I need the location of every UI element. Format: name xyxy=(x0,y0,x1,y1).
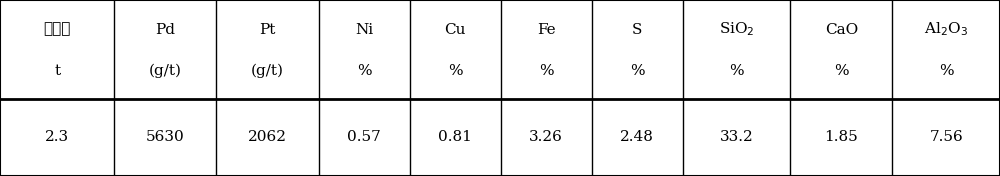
Text: %: % xyxy=(539,64,553,78)
Text: Pd: Pd xyxy=(155,23,175,37)
Text: %: % xyxy=(834,64,849,78)
Text: 33.2: 33.2 xyxy=(720,130,753,144)
Text: 5630: 5630 xyxy=(146,130,185,144)
Text: (g/t): (g/t) xyxy=(149,64,182,78)
Text: 0.81: 0.81 xyxy=(438,130,472,144)
Text: 2.3: 2.3 xyxy=(45,130,69,144)
Text: SiO$_2$: SiO$_2$ xyxy=(719,21,754,38)
Text: CaO: CaO xyxy=(825,23,858,37)
Text: %: % xyxy=(630,64,644,78)
Text: %: % xyxy=(939,64,953,78)
Text: (g/t): (g/t) xyxy=(251,64,284,78)
Text: %: % xyxy=(448,64,462,78)
Text: 2.48: 2.48 xyxy=(620,130,654,144)
Text: S: S xyxy=(632,23,642,37)
Text: t: t xyxy=(54,64,60,78)
Text: 2062: 2062 xyxy=(248,130,287,144)
Text: Al$_2$O$_3$: Al$_2$O$_3$ xyxy=(924,21,968,38)
Text: 实物量: 实物量 xyxy=(43,23,71,37)
Text: Ni: Ni xyxy=(355,23,373,37)
Text: 7.56: 7.56 xyxy=(929,130,963,144)
Text: %: % xyxy=(357,64,371,78)
Text: 0.57: 0.57 xyxy=(347,130,381,144)
Text: %: % xyxy=(729,64,744,78)
Text: 3.26: 3.26 xyxy=(529,130,563,144)
Text: Pt: Pt xyxy=(259,23,276,37)
Text: Fe: Fe xyxy=(537,23,555,37)
Text: Cu: Cu xyxy=(444,23,466,37)
Text: 1.85: 1.85 xyxy=(824,130,858,144)
